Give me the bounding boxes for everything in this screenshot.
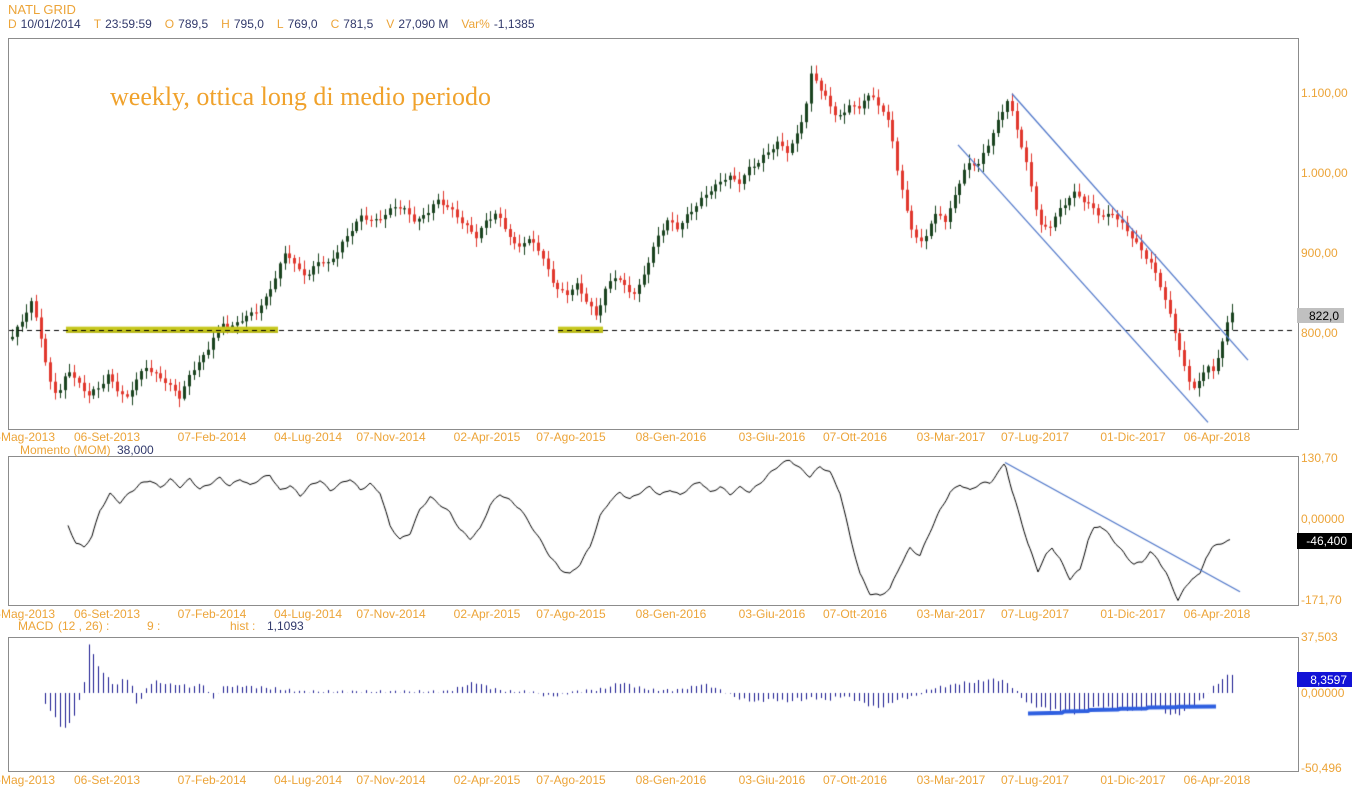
x-axis-date-label-row1: 06-Apr-2018 [1183,430,1251,444]
macd-hist-label: hist : [230,619,256,633]
price-y-tick-label: 1.000,00 [1301,166,1348,180]
x-axis-date-label-row3: 08-Gen-2016 [635,773,707,787]
x-axis-date-label-row1: 03-Giu-2016 [738,430,806,444]
price-y-tick-label: 1.100,00 [1301,86,1348,100]
macd-y-tick-label: -50,496 [1301,761,1342,775]
momentum-value-badge: -46,400 [1297,533,1352,549]
last-price-badge: 822,0 [1297,308,1344,323]
x-axis-date-label-row1: 06-Set-2013 [73,430,141,444]
x-axis-date-label-row2: -Mag-2013 [0,607,56,621]
macd-value-badge: 8,3597 [1297,672,1352,687]
x-axis-date-label-row3: 03-Giu-2016 [738,773,806,787]
momentum-y-tick-label: 130,70 [1301,451,1338,465]
x-axis-date-label-row3: 07-Lug-2017 [1000,773,1070,787]
x-axis-date-label-row2: 07-Lug-2017 [1000,607,1070,621]
macd-signal-param-label: 9 : [147,619,161,633]
x-axis-date-label-row1: 07-Feb-2014 [177,430,247,444]
x-axis-date-label-row1: 03-Mar-2017 [916,430,986,444]
momentum-colon: : [103,443,107,457]
x-axis-date-label-row3: 06-Set-2013 [73,773,141,787]
x-axis-date-label-row2: 02-Apr-2015 [453,607,521,621]
x-axis-date-label-row3: 06-Apr-2018 [1183,773,1251,787]
x-axis-date-label-row2: 08-Gen-2016 [635,607,707,621]
momentum-y-tick-label: -171,70 [1301,593,1342,607]
x-axis-date-label-row2: 07-Ott-2016 [822,607,888,621]
x-axis-date-label-row2: 03-Mar-2017 [916,607,986,621]
momentum-indicator-label: Momento (MOM) [20,443,111,457]
x-axis-date-label-row3: -Mag-2013 [0,773,56,787]
x-axis-date-label-row1: 01-Dic-2017 [1100,430,1166,444]
x-axis-date-label-row2: 07-Ago-2015 [536,607,606,621]
momentum-y-tick-label: 0,00000 [1301,512,1345,526]
x-axis-date-label-row3: 07-Nov-2014 [356,773,426,787]
x-axis-date-label-row2: 06-Apr-2018 [1183,607,1251,621]
x-axis-date-label-row1: 02-Apr-2015 [453,430,521,444]
x-axis-date-label-row3: 01-Dic-2017 [1100,773,1166,787]
x-axis-date-label-row3: 03-Mar-2017 [916,773,986,787]
chart-annotation: weekly, ottica long di medio periodo [110,82,491,111]
x-axis-date-label-row3: 07-Ago-2015 [536,773,606,787]
x-axis-date-label-row1: 04-Lug-2014 [273,430,343,444]
macd-y-tick-label: 0,00000 [1301,686,1345,700]
momentum-current-value: 38,000 [117,443,154,457]
x-axis-date-label-row3: 07-Feb-2014 [177,773,247,787]
x-axis-date-label-row1: 07-Lug-2017 [1000,430,1070,444]
macd-indicator-label: MACD [18,619,54,633]
x-axis-date-label-row3: 02-Apr-2015 [453,773,521,787]
price-y-tick-label: 800,00 [1301,326,1338,340]
x-axis-date-label-row2: 06-Set-2013 [73,607,141,621]
macd-params-label: (12 , 26) : [58,619,110,633]
macd-current-value: 1,1093 [267,619,304,633]
x-axis-date-label-row3: 07-Ott-2016 [822,773,888,787]
macd-y-tick-label: 37,503 [1301,630,1338,644]
x-axis-date-label-row3: 04-Lug-2014 [273,773,343,787]
x-axis-date-label-row2: 04-Lug-2014 [273,607,343,621]
x-axis-date-label-row1: 07-Ott-2016 [822,430,888,444]
x-axis-date-label-row1: 07-Ago-2015 [536,430,606,444]
x-axis-date-label-row2: 07-Feb-2014 [177,607,247,621]
x-axis-date-label-row2: 07-Nov-2014 [356,607,426,621]
x-axis-date-label-row1: 07-Nov-2014 [356,430,426,444]
x-axis-date-label-row1: -Mag-2013 [0,430,56,444]
x-axis-date-label-row2: 01-Dic-2017 [1100,607,1166,621]
x-axis-date-label-row2: 03-Giu-2016 [738,607,806,621]
price-y-tick-label: 900,00 [1301,246,1338,260]
x-axis-date-label-row1: 08-Gen-2016 [635,430,707,444]
